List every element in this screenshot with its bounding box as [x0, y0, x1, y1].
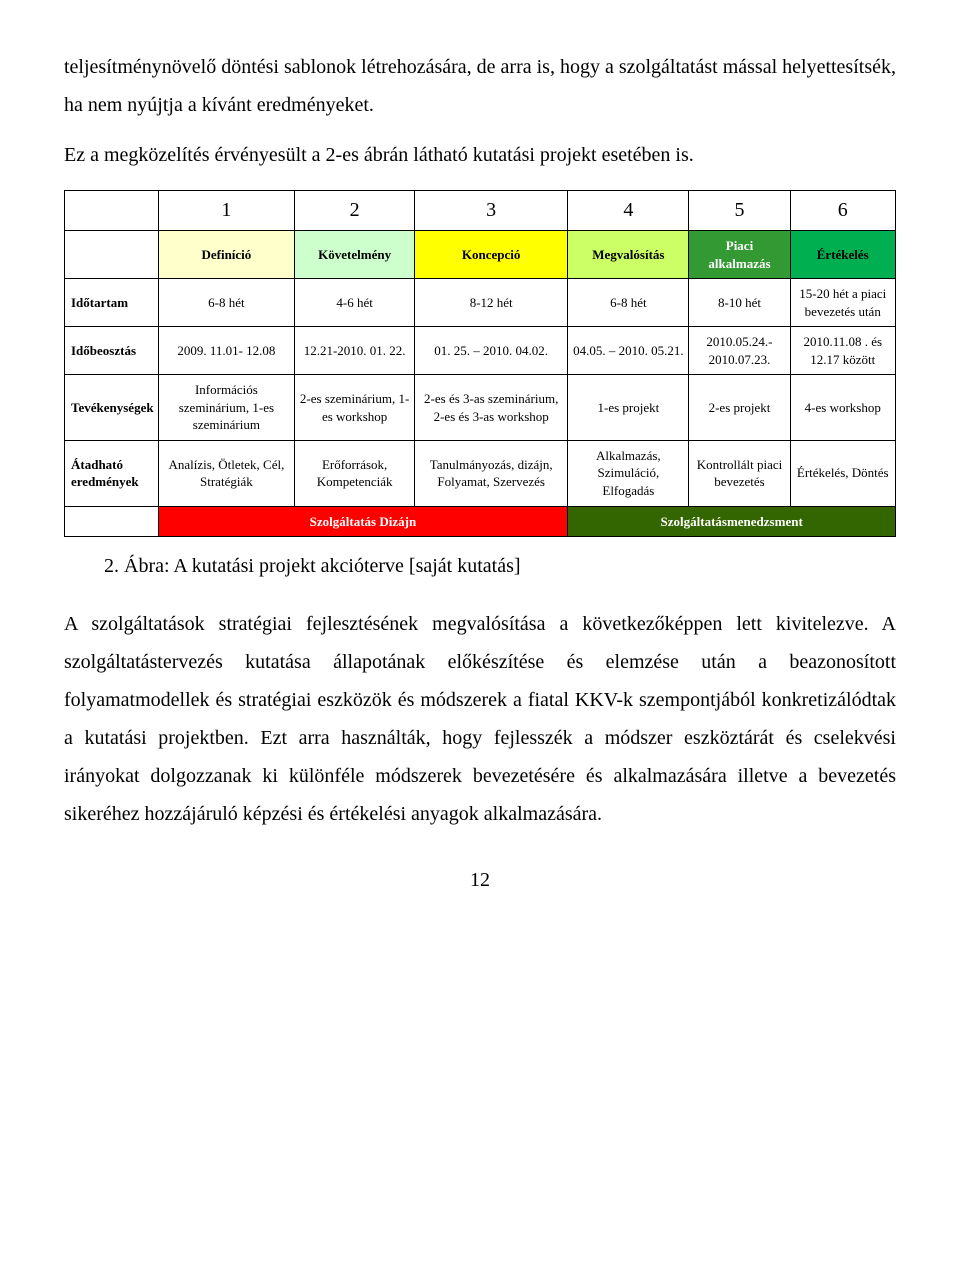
cell-1-2: 01. 25. – 2010. 04.02.	[415, 327, 568, 375]
header-ertekeles: Értékelés	[790, 231, 896, 279]
footer-row: Szolgáltatás Dizájn Szolgáltatásmenedzsm…	[65, 506, 896, 537]
cell-0-4: 8-10 hét	[689, 279, 790, 327]
cell-1-3: 04.05. – 2010. 05.21.	[568, 327, 689, 375]
cell-2-1: 2-es szeminárium, 1-es workshop	[295, 375, 415, 441]
column-number-row: 1 2 3 4 5 6	[65, 191, 896, 231]
cell-0-2: 8-12 hét	[415, 279, 568, 327]
header-piaci: Piaci alkalmazás	[689, 231, 790, 279]
cell-1-1: 12.21-2010. 01. 22.	[295, 327, 415, 375]
num-1: 1	[158, 191, 295, 231]
body-paragraph: A szolgáltatások stratégiai fejlesztésén…	[64, 605, 896, 833]
cell-2-4: 2-es projekt	[689, 375, 790, 441]
row-eredmenyek: Átadható eredmények Analízis, Ötletek, C…	[65, 440, 896, 506]
footer-blank	[65, 506, 159, 537]
row-idotartam: Időtartam 6-8 hét 4-6 hét 8-12 hét 6-8 h…	[65, 279, 896, 327]
cell-0-5: 15-20 hét a piaci bevezetés után	[790, 279, 896, 327]
cell-1-5: 2010.11.08 . és 12.17 között	[790, 327, 896, 375]
cell-1-0: 2009. 11.01- 12.08	[158, 327, 295, 375]
cell-2-0: Információs szeminárium, 1-es szemináriu…	[158, 375, 295, 441]
footer-left: Szolgáltatás Dizájn	[158, 506, 568, 537]
project-plan-table: 1 2 3 4 5 6 Definíció Követelmény Koncep…	[64, 190, 896, 537]
cell-3-3: Alkalmazás, Szimuláció, Elfogadás	[568, 440, 689, 506]
rowlabel-eredmenyek: Átadható eredmények	[65, 440, 159, 506]
num-blank	[65, 191, 159, 231]
cell-3-0: Analízis, Ötletek, Cél, Stratégiák	[158, 440, 295, 506]
cell-3-2: Tanulmányozás, dizájn, Folyamat, Szervez…	[415, 440, 568, 506]
header-blank	[65, 231, 159, 279]
num-5: 5	[689, 191, 790, 231]
num-2: 2	[295, 191, 415, 231]
cell-2-5: 4-es workshop	[790, 375, 896, 441]
cell-1-4: 2010.05.24.- 2010.07.23.	[689, 327, 790, 375]
header-koncepcio: Koncepció	[415, 231, 568, 279]
cell-2-3: 1-es projekt	[568, 375, 689, 441]
rowlabel-idotartam: Időtartam	[65, 279, 159, 327]
cell-3-5: Értékelés, Döntés	[790, 440, 896, 506]
figure-caption: 2. Ábra: A kutatási projekt akcióterve […	[104, 547, 896, 585]
num-3: 3	[415, 191, 568, 231]
num-6: 6	[790, 191, 896, 231]
row-tevekenysegek: Tevékenységek Információs szeminárium, 1…	[65, 375, 896, 441]
intro-paragraph-1: teljesítménynövelő döntési sablonok létr…	[64, 48, 896, 124]
page-number: 12	[64, 861, 896, 899]
num-4: 4	[568, 191, 689, 231]
intro-paragraph-2: Ez a megközelítés érvényesült a 2-es ábr…	[64, 136, 896, 174]
cell-2-2: 2-es és 3-as szeminárium, 2-es és 3-as w…	[415, 375, 568, 441]
cell-0-3: 6-8 hét	[568, 279, 689, 327]
header-definicio: Definíció	[158, 231, 295, 279]
row-idobeosztas: Időbeosztás 2009. 11.01- 12.08 12.21-201…	[65, 327, 896, 375]
footer-right: Szolgáltatásmenedzsment	[568, 506, 896, 537]
header-kovetelmeny: Követelmény	[295, 231, 415, 279]
cell-3-1: Erőforrások, Kompetenciák	[295, 440, 415, 506]
rowlabel-tevekenysegek: Tevékenységek	[65, 375, 159, 441]
rowlabel-idobeosztas: Időbeosztás	[65, 327, 159, 375]
cell-0-0: 6-8 hét	[158, 279, 295, 327]
cell-3-4: Kontrollált piaci bevezetés	[689, 440, 790, 506]
header-megvalositas: Megvalósítás	[568, 231, 689, 279]
header-row: Definíció Követelmény Koncepció Megvalós…	[65, 231, 896, 279]
cell-0-1: 4-6 hét	[295, 279, 415, 327]
